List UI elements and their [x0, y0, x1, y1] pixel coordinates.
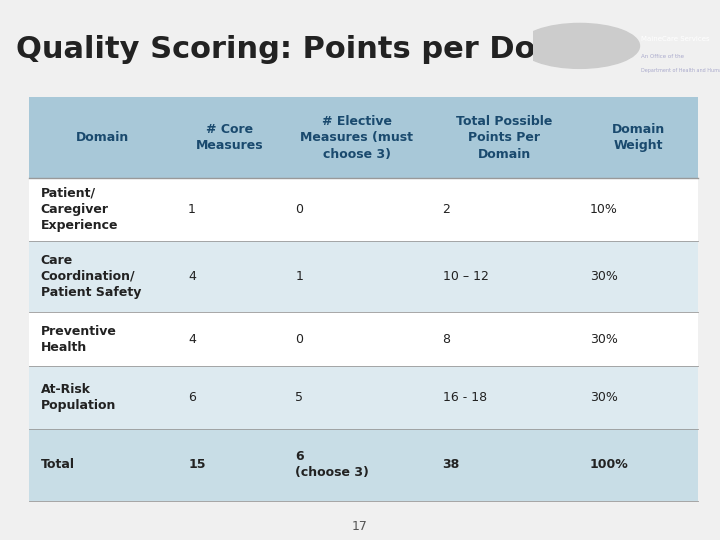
Bar [29, 97, 176, 178]
Bar [431, 429, 578, 501]
Bar [578, 312, 698, 366]
Bar [283, 178, 431, 241]
Text: 1: 1 [295, 270, 303, 283]
Bar [578, 366, 698, 429]
Bar [29, 312, 176, 366]
Bar [578, 178, 698, 241]
Bar [176, 97, 283, 178]
Text: 30%: 30% [590, 270, 618, 283]
Bar [431, 241, 578, 312]
Text: Domain: Domain [76, 131, 129, 144]
Text: 16 - 18: 16 - 18 [443, 391, 487, 404]
Bar [29, 178, 176, 241]
Text: 5: 5 [295, 391, 303, 404]
Bar [578, 97, 698, 178]
Bar [283, 429, 431, 501]
Bar [283, 241, 431, 312]
Bar [578, 429, 698, 501]
Text: An Office of the: An Office of the [642, 54, 685, 59]
Text: 10 – 12: 10 – 12 [443, 270, 488, 283]
Text: Patient/
Caregiver
Experience: Patient/ Caregiver Experience [41, 187, 118, 232]
Bar [29, 429, 176, 501]
Bar [578, 241, 698, 312]
Bar [29, 366, 176, 429]
Text: 0: 0 [295, 333, 303, 346]
Bar [283, 97, 431, 178]
Text: Total: Total [41, 458, 75, 471]
Text: 38: 38 [443, 458, 460, 471]
Bar [176, 178, 283, 241]
Text: 15: 15 [188, 458, 206, 471]
Text: 6
(choose 3): 6 (choose 3) [295, 450, 369, 479]
Text: 1: 1 [188, 202, 196, 216]
Bar [176, 241, 283, 312]
Text: 4: 4 [188, 270, 196, 283]
Text: Department of Health and Human Services: Department of Health and Human Services [642, 68, 720, 73]
Text: Preventive
Health: Preventive Health [41, 325, 117, 354]
Bar [29, 241, 176, 312]
Text: At-Risk
Population: At-Risk Population [41, 383, 116, 412]
Text: Total Possible
Points Per
Domain: Total Possible Points Per Domain [456, 114, 552, 160]
Text: # Core
Measures: # Core Measures [196, 123, 264, 152]
Text: Domain
Weight: Domain Weight [611, 123, 665, 152]
Text: 2: 2 [443, 202, 451, 216]
Text: # Elective
Measures (must
choose 3): # Elective Measures (must choose 3) [300, 114, 413, 160]
Bar [431, 366, 578, 429]
Bar [176, 312, 283, 366]
Text: 30%: 30% [590, 333, 618, 346]
Bar [431, 97, 578, 178]
Bar [283, 366, 431, 429]
Circle shape [520, 23, 639, 69]
Text: 8: 8 [443, 333, 451, 346]
Bar [176, 429, 283, 501]
Bar [283, 312, 431, 366]
Text: 0: 0 [295, 202, 303, 216]
Bar [176, 366, 283, 429]
Text: 4: 4 [188, 333, 196, 346]
Bar [431, 178, 578, 241]
Text: 10%: 10% [590, 202, 618, 216]
Text: 100%: 100% [590, 458, 629, 471]
Text: Care
Coordination/
Patient Safety: Care Coordination/ Patient Safety [41, 254, 141, 299]
Text: 17: 17 [352, 520, 368, 533]
Text: 6: 6 [188, 391, 196, 404]
Bar [431, 312, 578, 366]
Text: Quality Scoring: Points per Domain: Quality Scoring: Points per Domain [16, 35, 620, 64]
Text: 30%: 30% [590, 391, 618, 404]
Text: MaineCare Services: MaineCare Services [642, 36, 710, 42]
